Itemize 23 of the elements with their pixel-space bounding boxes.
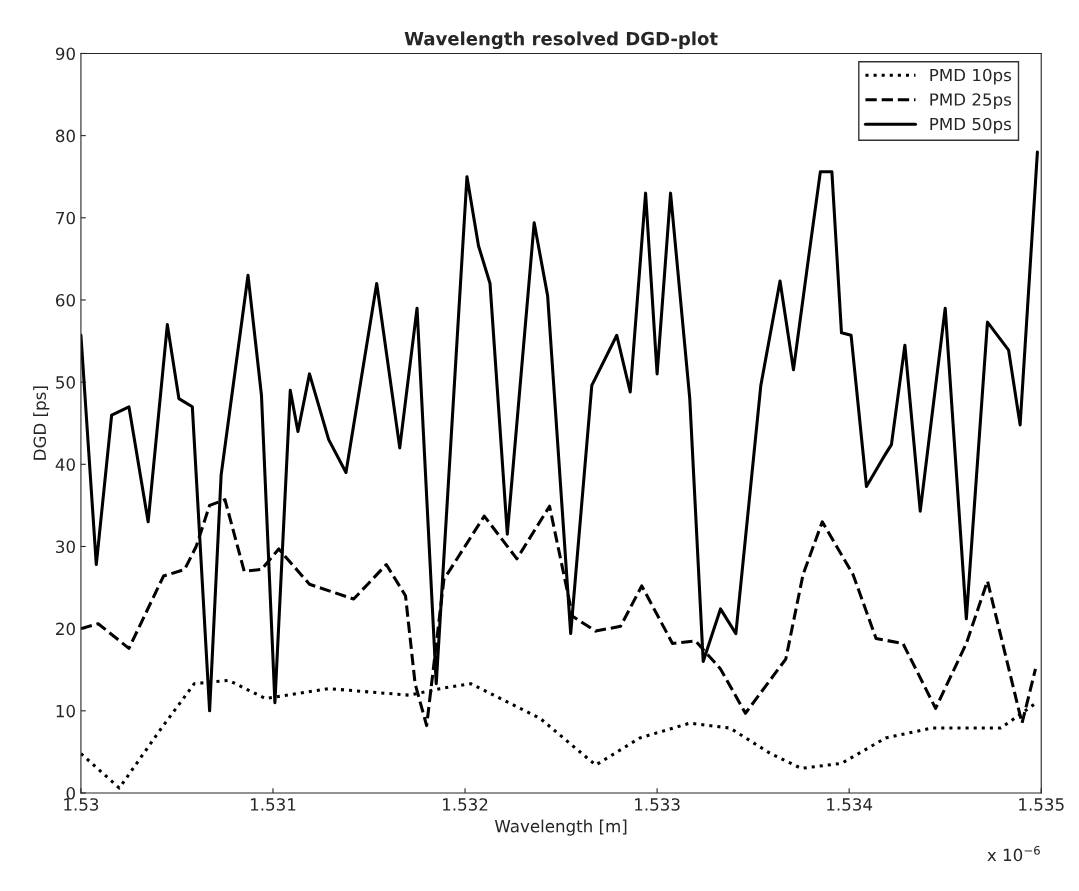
chart-title: Wavelength resolved DGD-plot: [404, 31, 718, 50]
x-tick-label: 1.535: [1019, 798, 1064, 811]
y-tick-label: 60: [56, 293, 75, 307]
x-tick-label: 1.534: [827, 798, 873, 811]
y-tick-label: 10: [56, 704, 75, 718]
y-tick-label: 0: [66, 786, 75, 800]
y-tick-label: 50: [56, 376, 75, 389]
y-axis-title: DGD [ps]: [33, 386, 50, 460]
y-tick-label: 70: [56, 211, 75, 225]
y-tick-label: 90: [55, 47, 75, 61]
legend-label: PMD 10ps: [930, 68, 1012, 85]
x-tick-label: 1.531: [250, 798, 296, 811]
x-tick-label: 1.532: [443, 798, 488, 811]
y-tick-label: 30: [56, 540, 75, 554]
x-tick-label: 1.533: [635, 798, 680, 811]
legend-label: PMD 50ps: [930, 117, 1012, 134]
y-tick-label: 80: [55, 129, 75, 143]
y-tick-label: 40: [55, 458, 75, 471]
x-axis-title: Wavelength [m]: [494, 819, 627, 836]
x-tick-label: 1.53: [64, 798, 99, 811]
y-tick-label: 20: [56, 622, 75, 636]
legend-label: PMD 25ps: [930, 93, 1012, 110]
text: x 10$^{−6}$: [987, 845, 1040, 862]
